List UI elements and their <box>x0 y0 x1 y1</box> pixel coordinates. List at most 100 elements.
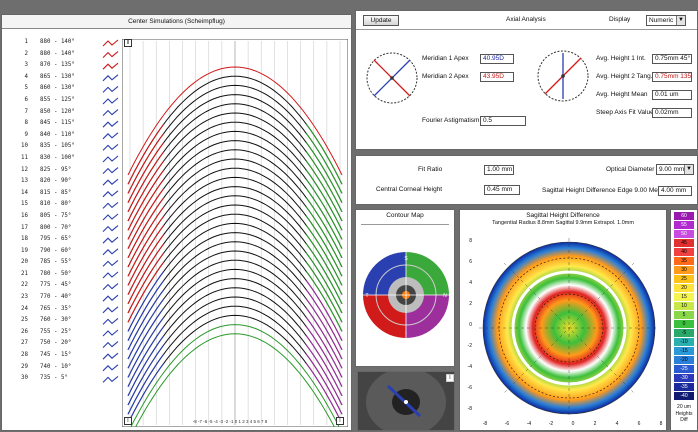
row-glyph <box>102 143 119 151</box>
scale-diff: Diff <box>680 417 688 423</box>
row-number: 21 <box>21 270 28 277</box>
row-value: 790 - 60° <box>40 247 72 254</box>
meridian-curve-end <box>305 160 343 222</box>
color-scale-step: 60 <box>674 212 694 221</box>
color-scale-step: 45 <box>674 239 694 248</box>
eye-image: I <box>357 371 455 431</box>
row-value: 755 - 25° <box>40 328 72 335</box>
row-number: 9 <box>24 131 29 138</box>
color-scale-step: -30 <box>674 374 694 383</box>
fit-ratio-label: Fit Ratio <box>418 166 443 173</box>
row-glyph <box>102 132 119 140</box>
row-value: 845 - 115° <box>40 120 75 127</box>
update-button[interactable]: Update <box>363 15 399 26</box>
row-number: 30 <box>21 375 28 382</box>
meridian-curve-end <box>305 353 343 415</box>
meridian-2-label: Meridian 2 Apex <box>422 73 469 80</box>
color-scale: 60 55 50 45 40 35 30 25 20 15 10 5 0 -5 -10 -15 -20 -25 -3… <box>674 212 694 402</box>
avg-height-mean-field[interactable]: 0.01 um <box>652 90 692 100</box>
eye-image-toggle[interactable]: I <box>446 374 454 382</box>
display-value: Numeric <box>649 17 674 24</box>
meridian-2-field[interactable]: 43.95D <box>480 72 514 82</box>
meridian-curve-end <box>305 298 343 360</box>
meridian-curve-end <box>305 344 343 406</box>
meridian-curve-end <box>127 133 165 194</box>
meridian-curve-end <box>305 335 343 397</box>
chevron-down-icon[interactable]: ▼ <box>684 165 693 174</box>
meridian-curve-end <box>305 197 343 259</box>
topo-x-tick: -6 <box>504 421 510 427</box>
avg-height-1-field[interactable]: 0.75mm 45° <box>652 54 692 64</box>
row-value: 765 - 35° <box>40 305 72 312</box>
row-number: 18 <box>21 236 28 243</box>
steep-axis-field[interactable]: 0.02mm <box>652 108 692 118</box>
topo-y-tick: -2 <box>467 343 472 349</box>
row-value: 745 - 15° <box>40 352 72 359</box>
meridian-1-field[interactable]: 40.95D <box>480 54 514 64</box>
meridian-curve-end <box>305 123 343 185</box>
sagittal-height-panel: Sagittal Height Difference Tangential Ra… <box>459 209 667 431</box>
row-number: 28 <box>21 352 28 359</box>
row-value: 785 - 55° <box>40 259 72 266</box>
corneal-height-field[interactable]: 0.45 mm <box>484 185 520 195</box>
row-glyph <box>102 306 119 314</box>
plot-corner-marker-bottom-left[interactable]: I <box>124 417 132 425</box>
display-select[interactable]: Numeric ▼ <box>646 15 686 26</box>
row-glyph <box>102 236 119 244</box>
plot-corner-marker-top[interactable]: II <box>124 39 132 47</box>
panel-title: Center Simulations (Scheimpflug) <box>2 15 351 29</box>
row-number: 20 <box>21 259 28 266</box>
topo-x-tick: -2 <box>548 421 554 427</box>
meridian-curve-end <box>305 225 343 286</box>
row-value: 795 - 65° <box>40 236 72 243</box>
color-scale-step: -15 <box>674 347 694 356</box>
chevron-down-icon[interactable]: ▼ <box>676 16 685 25</box>
meridian-curve-end <box>305 188 343 249</box>
row-number: 13 <box>21 178 28 185</box>
meridian-curve-end <box>127 298 165 360</box>
sag-height-field[interactable]: 4.00 mm <box>658 186 692 196</box>
topo-y-tick: -6 <box>467 385 472 391</box>
topo-x-tick: 6 <box>637 421 641 427</box>
optical-diameter-label: Optical Diameter <box>606 166 655 173</box>
row-number: 19 <box>21 247 28 254</box>
meridian-curve <box>127 66 343 176</box>
topo-y-tick: 8 <box>469 238 472 244</box>
row-value: 850 - 120° <box>40 108 75 115</box>
color-scale-step: 20 <box>674 284 694 293</box>
meridian-curve-end <box>305 206 343 268</box>
contour-map-title: Contour Map <box>386 212 424 219</box>
color-scale-step: 0 <box>674 320 694 329</box>
color-scale-step: -25 <box>674 365 694 374</box>
row-value: 830 - 100° <box>40 154 75 161</box>
avg-height-mean-label: Avg. Height Mean <box>596 91 648 98</box>
row-glyph <box>102 375 119 383</box>
avg-height-2-field[interactable]: 0.75mm 135° <box>652 72 692 82</box>
fit-ratio-field[interactable]: 1.00 mm <box>484 165 514 175</box>
corneal-height-label: Central Corneal Height <box>376 186 443 193</box>
meridian-curve-end <box>127 289 165 351</box>
row-number: 14 <box>21 189 28 196</box>
meridian-curve <box>127 84 343 194</box>
row-number: 29 <box>21 363 28 370</box>
row-glyph <box>102 51 119 58</box>
fourier-field[interactable]: 0.5 <box>480 116 526 126</box>
color-scale-panel: 60 55 50 45 40 35 30 25 20 15 10 5 0 -5 -10 -15 -20 -25 -3… <box>670 209 698 431</box>
row-glyph <box>102 341 119 348</box>
row-number: 12 <box>21 166 28 173</box>
row-glyph <box>102 97 119 105</box>
topography-map <box>479 238 659 418</box>
topo-subtitle: Tangential Radius 8.8mm Sagittal 9.9mm E… <box>492 220 634 226</box>
meridian-curve-end <box>127 169 165 231</box>
meridian-curve <box>127 241 343 351</box>
row-glyph <box>102 39 119 47</box>
row-number: 1 <box>24 39 29 45</box>
plot-corner-marker-bottom-right[interactable]: I <box>336 417 344 425</box>
row-value: 810 - 80° <box>40 201 72 208</box>
axial-analysis-title: Axial Analysis <box>506 16 546 23</box>
topo-x-axis: -8 -6 -4 -2 0 2 4 6 8 <box>474 421 664 430</box>
steep-axis-label: Steep Axis Fit Value <box>596 109 654 116</box>
row-value: 775 - 45° <box>40 282 72 289</box>
color-scale-step: -10 <box>674 338 694 347</box>
optical-diameter-select[interactable]: 9.00 mm ▼ <box>656 164 694 175</box>
